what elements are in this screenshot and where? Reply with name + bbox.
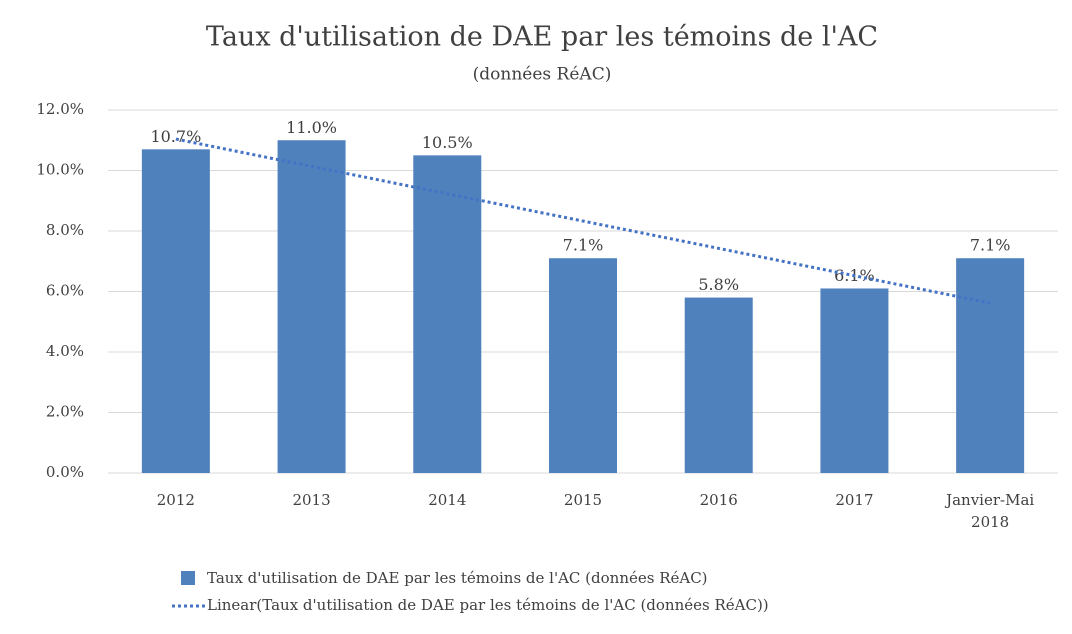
data-label: 7.1% — [563, 236, 604, 255]
y-tick-label: 4.0% — [46, 342, 84, 360]
y-tick-label: 6.0% — [46, 282, 84, 300]
bar — [684, 297, 753, 473]
y-tick-label: 0.0% — [46, 463, 84, 481]
bar — [549, 258, 617, 473]
y-tick-label: 2.0% — [46, 403, 84, 421]
chart-title: Taux d'utilisation de DAE par les témoin… — [206, 22, 878, 53]
data-label: 10.5% — [422, 133, 473, 152]
y-tick-label: 10.0% — [36, 161, 84, 179]
data-label: 7.1% — [970, 236, 1011, 255]
bar — [277, 140, 346, 473]
y-tick-label: 8.0% — [46, 221, 84, 239]
x-tick-label: 2012 — [156, 491, 195, 509]
chart-subtitle: (données RéAC) — [473, 65, 612, 85]
legend-swatch — [181, 571, 195, 585]
legend-label: Linear(Taux d'utilisation de DAE par les… — [207, 596, 769, 614]
bar — [956, 258, 1025, 473]
bar — [141, 149, 210, 473]
x-tick-label: Janvier-Mai 2018 — [946, 491, 1035, 531]
trendline — [175, 137, 991, 305]
data-label: 11.0% — [286, 118, 337, 137]
data-label: 5.8% — [698, 275, 739, 294]
x-tick-label: 2017 — [835, 491, 874, 509]
x-tick-label: 2015 — [563, 491, 603, 509]
bar — [413, 155, 482, 473]
x-tick-label: 2016 — [699, 491, 738, 509]
legend-label: Taux d'utilisation de DAE par les témoin… — [207, 569, 708, 587]
y-tick-label: 12.0% — [36, 100, 84, 118]
bar — [820, 288, 889, 473]
x-tick-label: 2013 — [292, 491, 331, 509]
x-tick-label: 2014 — [428, 491, 467, 509]
